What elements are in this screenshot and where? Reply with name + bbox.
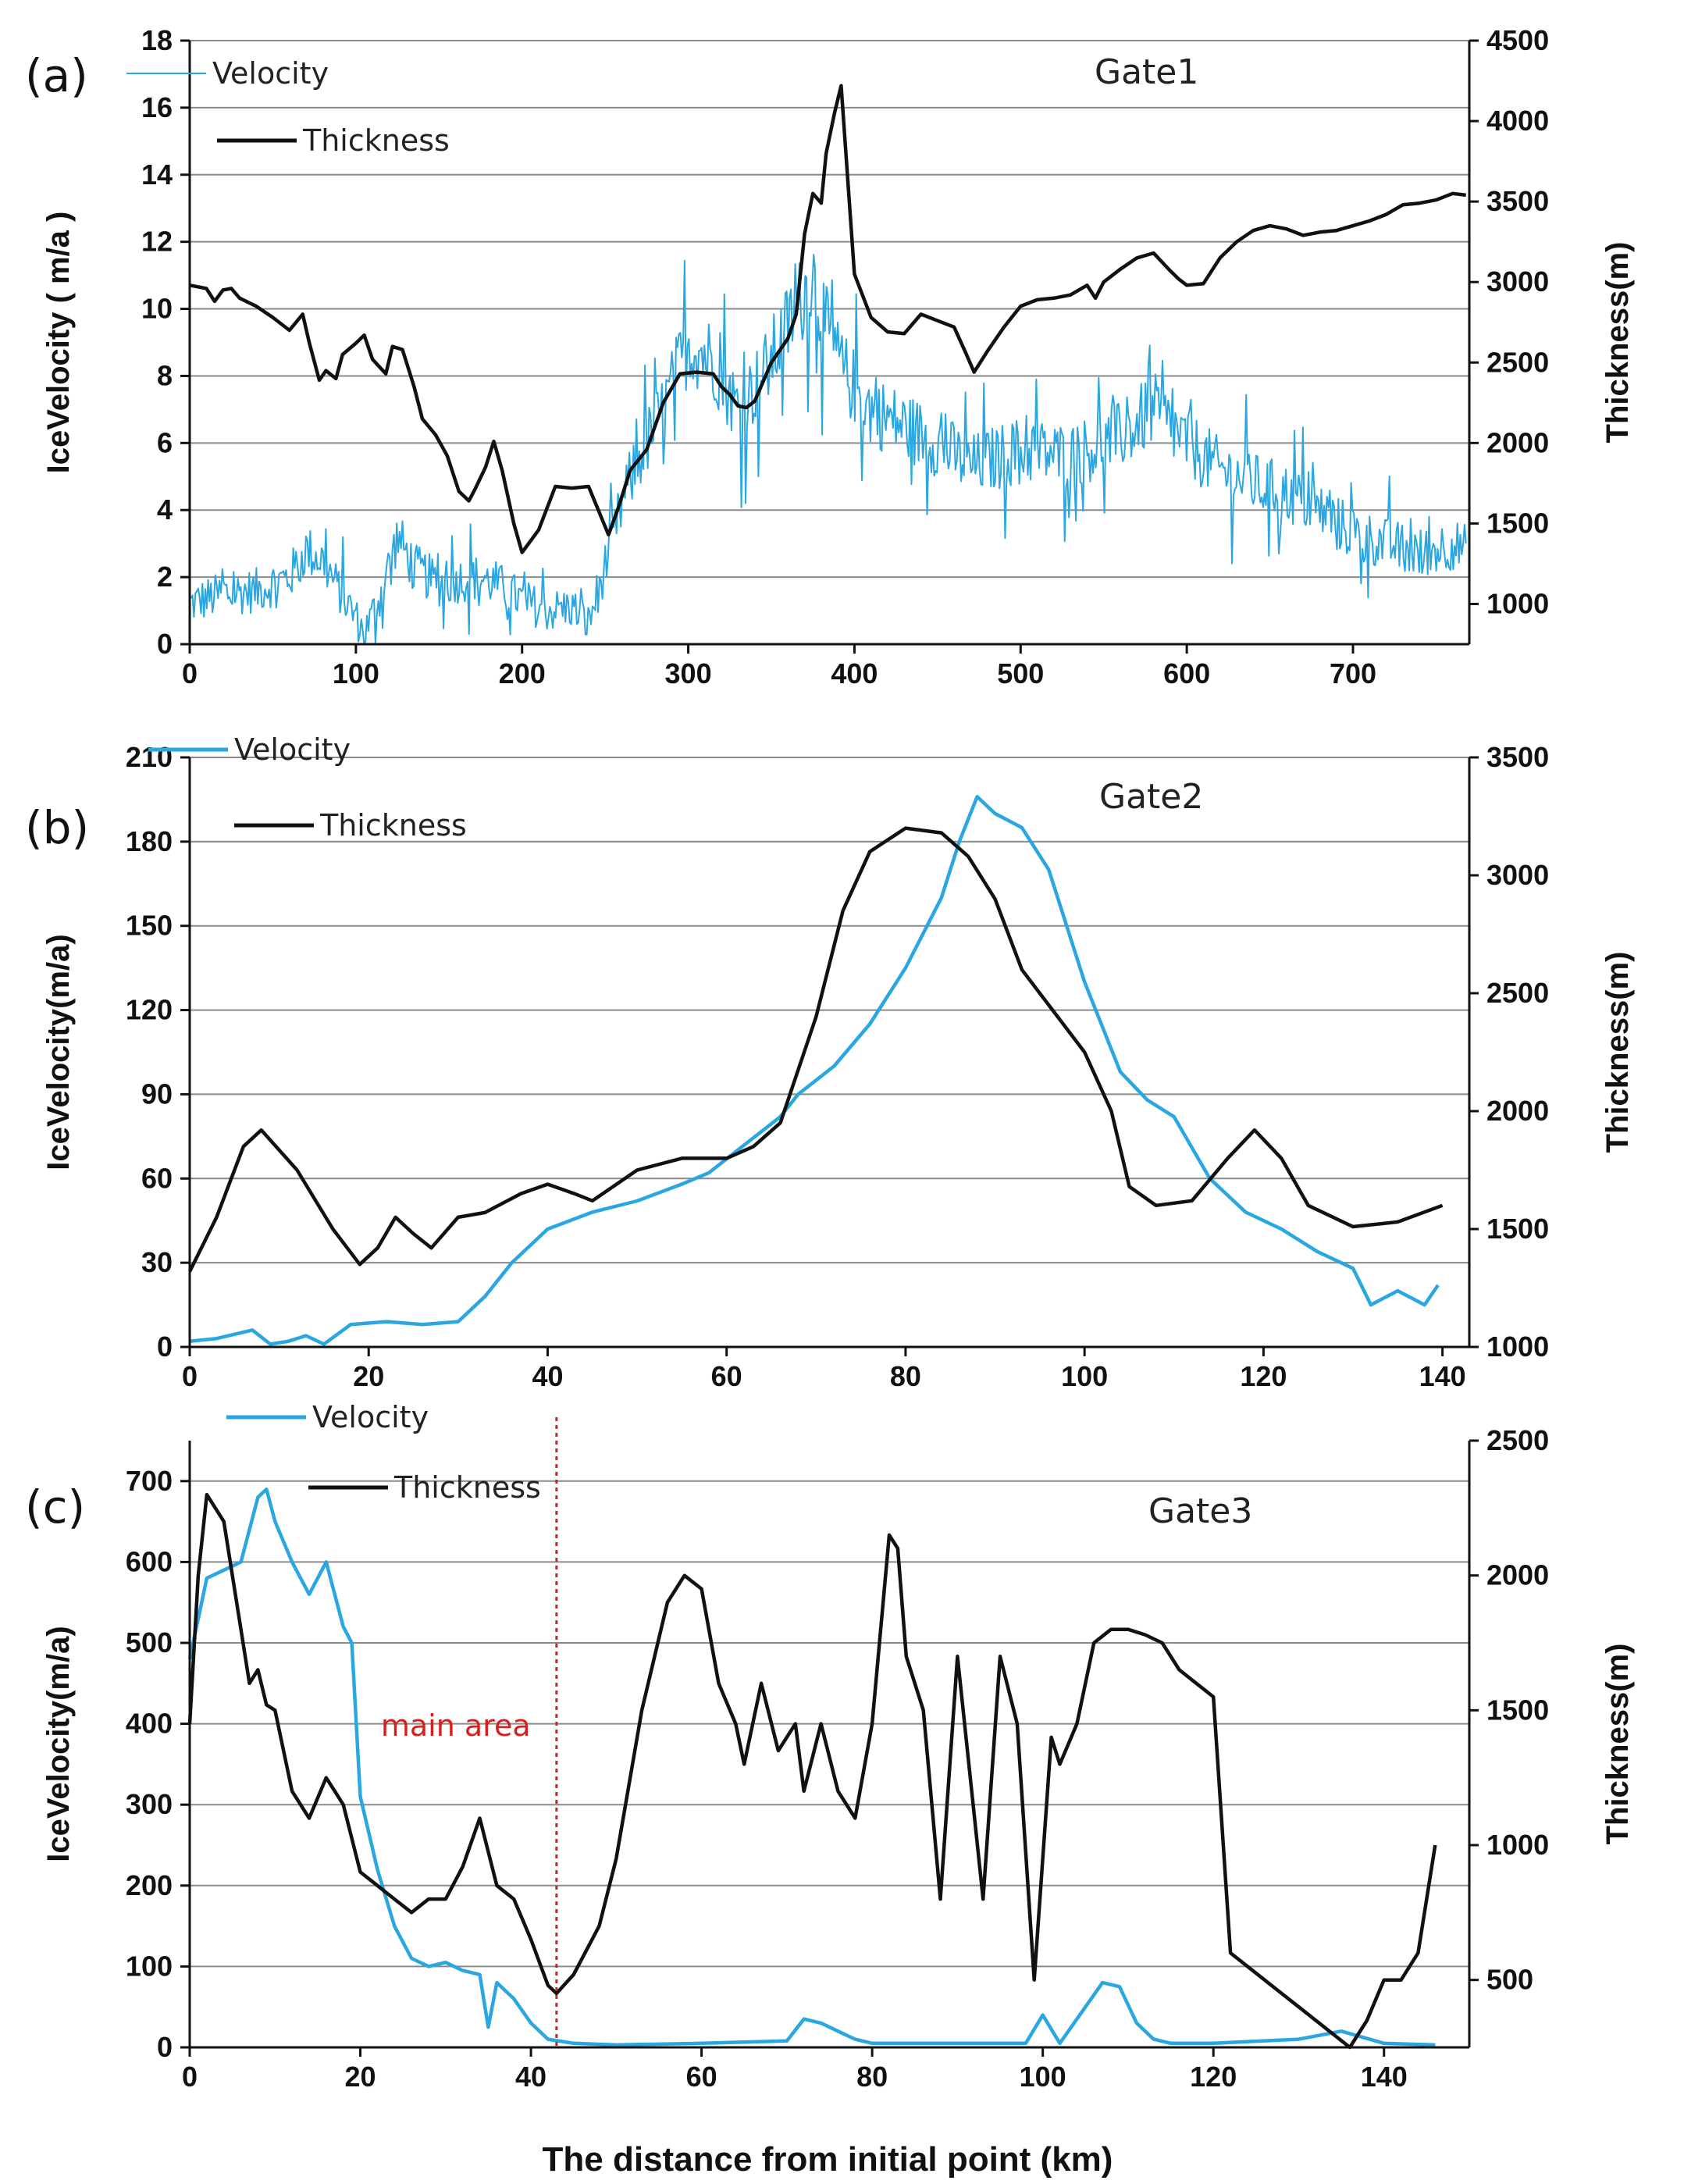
y-right-tick-label: 2000	[1486, 1095, 1549, 1127]
series-line-velocity	[189, 795, 1440, 1346]
gate-label: Gate2	[1099, 777, 1203, 817]
y-right-tick-label: 2500	[1486, 1424, 1549, 1456]
x-tick-label: 200	[499, 657, 546, 689]
y-left-tick-label: 180	[126, 825, 173, 857]
legend-label-velocity: Velocity	[234, 732, 351, 767]
y-left-tick-label: 100	[126, 1950, 173, 1982]
x-tick-label: 0	[182, 2061, 198, 2093]
panel-label: (c)	[25, 1480, 85, 1534]
panel-label: (b)	[25, 801, 89, 854]
x-axis-label: The distance from initial point (km)	[543, 2140, 1113, 2179]
series-line-velocity	[187, 1487, 1436, 2047]
x-tick-label: 300	[665, 657, 712, 689]
y-right-tick-label: 2000	[1486, 426, 1549, 458]
legend-label-thickness: Thickness	[319, 808, 467, 843]
x-tick-label: 400	[831, 657, 878, 689]
y-left-label: IceVelocity(m/a)	[41, 934, 76, 1170]
y-left-tick-label: 150	[126, 910, 173, 942]
y-left-tick-label: 18	[141, 24, 173, 56]
y-left-tick-label: 60	[141, 1162, 173, 1194]
y-left-tick-label: 6	[157, 426, 173, 458]
series-line-thickness	[187, 826, 1444, 1273]
main-area-label: main area	[381, 1708, 531, 1743]
y-right-label: Thickness(m)	[1600, 1644, 1635, 1845]
y-left-tick-label: 500	[126, 1626, 173, 1658]
y-left-tick-label: 600	[126, 1545, 173, 1577]
legend-label-thickness: Thickness	[393, 1470, 541, 1505]
x-tick-label: 60	[711, 1360, 742, 1392]
x-tick-label: 100	[1020, 2061, 1066, 2093]
legend-label-velocity: Velocity	[312, 1400, 429, 1434]
y-right-label: Thickness(m)	[1600, 242, 1635, 444]
x-tick-label: 0	[182, 1360, 198, 1392]
y-right-tick-label: 4000	[1486, 105, 1549, 137]
x-tick-label: 40	[532, 1360, 563, 1392]
legend-label-thickness: Thickness	[302, 123, 450, 158]
y-right-label: Thickness(m)	[1600, 952, 1635, 1153]
y-left-tick-label: 400	[126, 1708, 173, 1740]
y-left-tick-label: 700	[126, 1465, 173, 1497]
x-tick-label: 0	[182, 657, 198, 689]
y-right-tick-label: 3000	[1486, 265, 1549, 297]
x-tick-label: 80	[890, 1360, 921, 1392]
gate-label: Gate3	[1148, 1491, 1252, 1531]
x-tick-label: 40	[515, 2061, 546, 2093]
legend-label-velocity: Velocity	[212, 56, 329, 91]
y-left-tick-label: 12	[141, 226, 173, 258]
y-right-tick-label: 2500	[1486, 346, 1549, 378]
y-right-tick-label: 3500	[1486, 741, 1549, 773]
x-tick-label: 140	[1361, 2061, 1408, 2093]
y-left-tick-label: 90	[141, 1078, 173, 1110]
x-tick-label: 60	[686, 2061, 717, 2093]
y-left-tick-label: 2	[157, 561, 173, 593]
y-right-tick-label: 3000	[1486, 859, 1549, 891]
y-left-tick-label: 14	[141, 159, 173, 191]
y-right-tick-label: 2500	[1486, 977, 1549, 1009]
y-right-tick-label: 1000	[1486, 1331, 1549, 1363]
y-right-tick-label: 500	[1486, 1964, 1533, 1996]
y-left-tick-label: 120	[126, 994, 173, 1026]
x-tick-label: 100	[1061, 1360, 1108, 1392]
series-line-velocity	[189, 254, 1467, 645]
x-tick-label: 600	[1163, 657, 1210, 689]
x-tick-label: 500	[997, 657, 1044, 689]
y-left-tick-label: 200	[126, 1869, 173, 1901]
series-line-thickness	[187, 1492, 1437, 2050]
x-tick-label: 700	[1330, 657, 1376, 689]
y-right-tick-label: 3500	[1486, 185, 1549, 217]
panel-label: (a)	[25, 49, 88, 102]
y-left-label: IceVelocity(m/a)	[41, 1626, 76, 1862]
y-right-tick-label: 1000	[1486, 587, 1549, 619]
gate-label: Gate1	[1095, 52, 1198, 92]
y-right-tick-label: 1500	[1486, 1213, 1549, 1245]
y-left-tick-label: 16	[141, 91, 173, 123]
x-tick-label: 120	[1190, 2061, 1237, 2093]
y-left-tick-label: 10	[141, 293, 173, 325]
y-left-tick-label: 300	[126, 1788, 173, 1820]
panel-1: 0 100 200 300 400 500 600 700 0 2 4 6 8 10 12 14 16 18 100…	[25, 24, 1635, 689]
y-left-tick-label: 0	[157, 628, 173, 660]
y-left-label: IceVelocity ( m/a )	[41, 212, 76, 474]
y-left-tick-label: 0	[157, 2031, 173, 2063]
y-left-tick-label: 0	[157, 1331, 173, 1363]
y-right-tick-label: 1000	[1486, 1829, 1549, 1861]
y-right-tick-label: 1500	[1486, 507, 1549, 539]
y-left-tick-label: 8	[157, 359, 173, 391]
y-left-tick-label: 210	[126, 741, 173, 773]
panel-2: 0 20 40 60 80 100 120 140 0 30 60 90 120 150 180 210 100…	[25, 732, 1635, 1392]
y-right-tick-label: 2000	[1486, 1559, 1549, 1591]
y-right-tick-label: 1500	[1486, 1694, 1549, 1726]
x-tick-label: 20	[353, 1360, 384, 1392]
x-tick-label: 20	[345, 2061, 376, 2093]
x-tick-label: 100	[333, 657, 379, 689]
panel-3: main area 0 20 40 60 80 100 120 140 0 100 200 300 400…	[25, 1400, 1635, 2093]
x-tick-label: 120	[1240, 1360, 1287, 1392]
series-line-thickness	[189, 84, 1466, 554]
x-tick-label: 140	[1419, 1360, 1466, 1392]
y-left-tick-label: 4	[157, 493, 173, 526]
y-left-tick-label: 30	[141, 1246, 173, 1278]
x-tick-label: 80	[856, 2061, 888, 2093]
y-right-tick-label: 4500	[1486, 24, 1549, 56]
